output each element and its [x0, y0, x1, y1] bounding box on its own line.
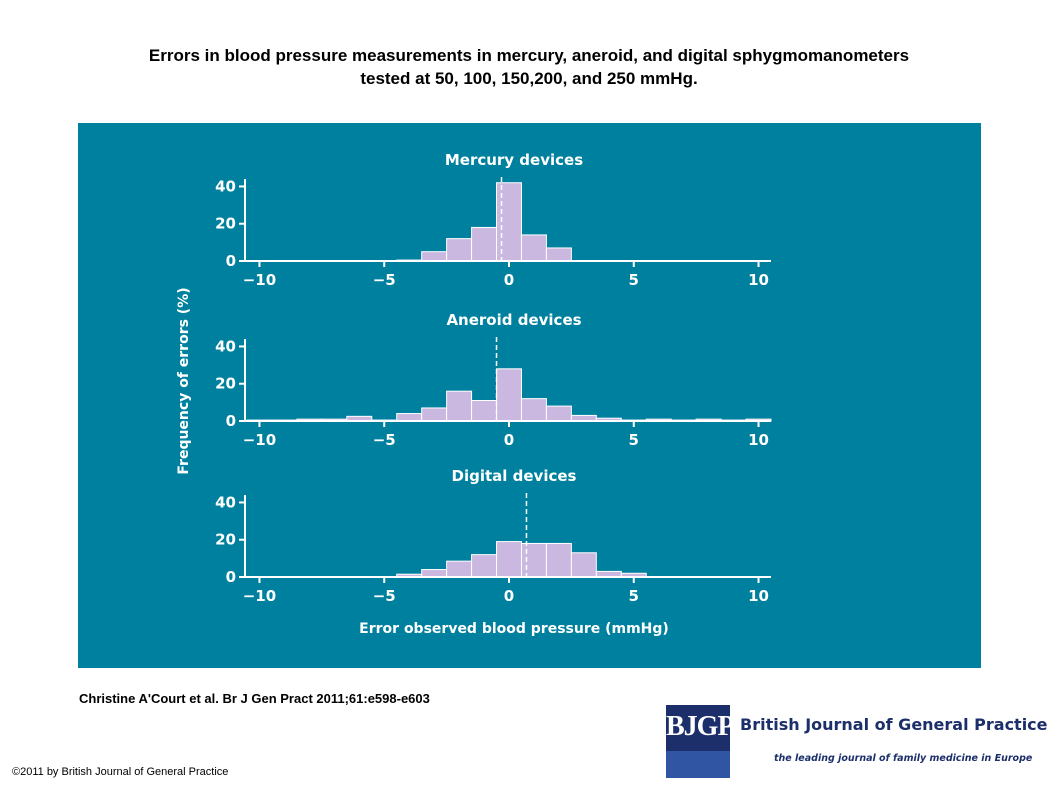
- histogram-bar: [421, 407, 448, 422]
- histogram-bar: [496, 541, 522, 578]
- panel-title: Digital devices: [452, 467, 577, 485]
- x-tick-label: −10: [243, 431, 276, 449]
- bjgp-logo-band: [666, 751, 730, 778]
- bjgp-journal-name: British Journal of General Practice: [740, 715, 1048, 734]
- x-tick-label: 5: [629, 587, 639, 605]
- y-tick-label: 40: [215, 493, 236, 511]
- x-tick-label: 10: [748, 587, 769, 605]
- histogram-bar: [471, 400, 498, 422]
- histogram-bar: [446, 560, 473, 578]
- histogram-bar: [496, 368, 522, 422]
- x-axis-label: Error observed blood pressure (mmHg): [359, 621, 669, 637]
- slide-title-line-1: Errors in blood pressure measurements in…: [148, 46, 910, 65]
- copyright-notice: ©2011 by British Journal of General Prac…: [12, 766, 229, 778]
- bjgp-logo-abbrev: BJGP: [666, 711, 735, 742]
- x-tick-label: 10: [748, 431, 769, 449]
- y-tick-label: 0: [226, 568, 236, 586]
- y-tick-label: 20: [215, 375, 236, 393]
- panel-title: Aneroid devices: [446, 311, 581, 329]
- x-tick-label: 0: [504, 587, 514, 605]
- bjgp-tagline: the leading journal of family medicine i…: [774, 753, 1033, 764]
- x-tick-label: −5: [373, 431, 396, 449]
- x-tick-label: 0: [504, 271, 514, 289]
- x-tick-label: −5: [373, 271, 396, 289]
- slide-title-line-2: tested at 50, 100, 150,200, and 250 mmHg…: [360, 69, 698, 88]
- histogram-bar: [421, 569, 448, 578]
- histograms: Mercury devices 0 20 40 −10 −5 0 5 10 Aneroid dev…: [215, 151, 772, 605]
- histogram-bar: [471, 554, 498, 578]
- y-tick-label: 0: [226, 412, 236, 430]
- chart-panel-background: [78, 123, 981, 668]
- x-tick-label: −10: [243, 587, 276, 605]
- histogram-bar: [421, 251, 448, 262]
- slide-title: Errors in blood pressure measurements in…: [30, 44, 1028, 90]
- x-tick-label: −10: [243, 271, 276, 289]
- histogram-bar: [520, 234, 547, 262]
- bjgp-logo-box: BJGP: [666, 705, 735, 778]
- y-tick-label: 40: [215, 177, 236, 195]
- panel-title: Mercury devices: [445, 151, 583, 169]
- histogram-bar: [446, 238, 473, 262]
- histogram-bar: [545, 405, 572, 422]
- x-tick-label: 5: [629, 271, 639, 289]
- histogram-bar: [396, 413, 423, 422]
- y-tick-label: 20: [215, 531, 236, 549]
- histogram-bar: [520, 398, 547, 422]
- x-tick-label: 10: [748, 271, 769, 289]
- x-tick-label: −5: [373, 587, 396, 605]
- histogram-bar: [545, 542, 572, 578]
- histogram-bar: [446, 390, 473, 422]
- histogram-bar: [520, 542, 547, 578]
- histogram-bar: [496, 182, 522, 262]
- x-tick-label: 5: [629, 431, 639, 449]
- histogram-bar: [545, 247, 572, 262]
- x-tick-label: 0: [504, 431, 514, 449]
- y-tick-label: 0: [226, 252, 236, 270]
- histogram-bar: [570, 552, 597, 578]
- y-tick-label: 20: [215, 215, 236, 233]
- y-axis-label: Frequency of errors (%): [176, 287, 192, 474]
- histogram-bar: [471, 226, 498, 262]
- bjgp-logo: BJGP British Journal of General Practice…: [666, 705, 1048, 778]
- citation: Christine A'Court et al. Br J Gen Pract …: [79, 691, 430, 706]
- y-tick-label: 40: [215, 337, 236, 355]
